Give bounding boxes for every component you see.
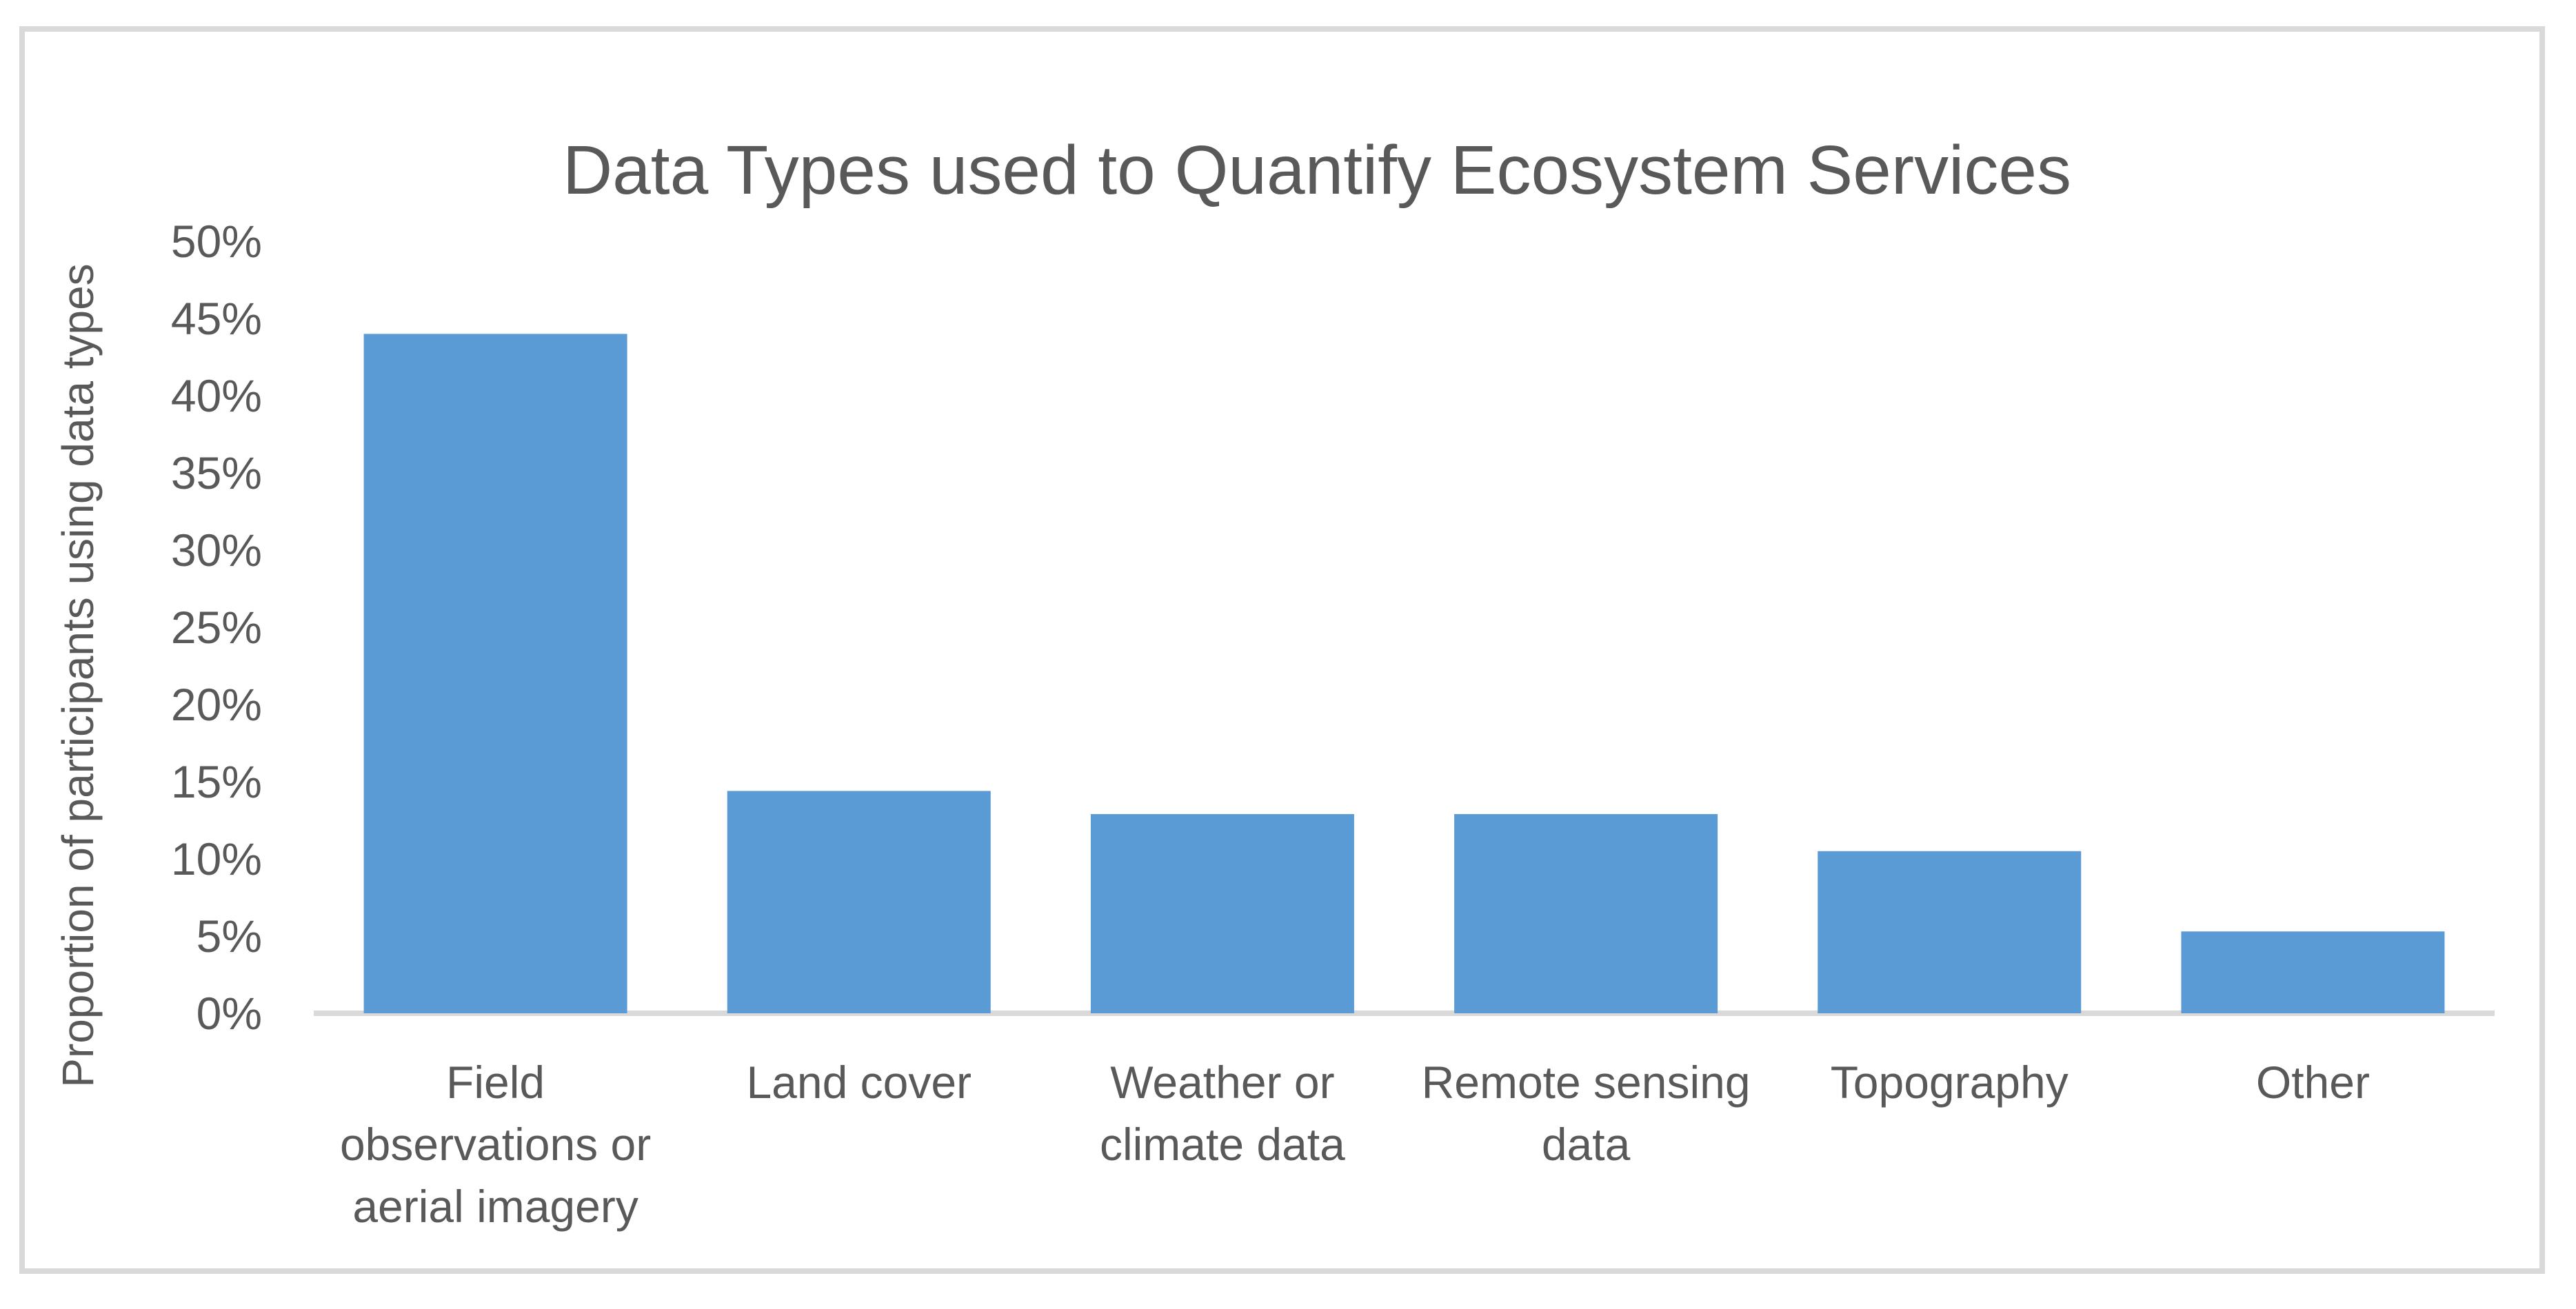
y-tick-label-30: 30% <box>171 525 262 576</box>
x-category-label-field-observations-or-aerial-imagery-line-1: Field <box>446 1057 545 1108</box>
x-category-label-remote-sensing-data-line-2: data <box>1542 1119 1631 1170</box>
y-tick-label-25: 25% <box>171 602 262 653</box>
y-tick-label-35: 35% <box>171 447 262 498</box>
y-tick-label-5: 5% <box>197 911 262 962</box>
y-tick-label-10: 10% <box>171 833 262 884</box>
y-tick-label-20: 20% <box>171 679 262 730</box>
x-category-label-land-cover-line-1: Land cover <box>746 1057 972 1108</box>
x-category-label-weather-or-climate-data-line-1: Weather or <box>1110 1057 1334 1108</box>
y-tick-label-50: 50% <box>171 216 262 267</box>
bar-topography <box>1818 851 2082 1013</box>
y-tick-label-40: 40% <box>171 370 262 421</box>
y-tick-label-45: 45% <box>171 293 262 344</box>
x-category-label-other-line-1: Other <box>2256 1057 2370 1108</box>
bar-weather-or-climate-data <box>1090 814 1354 1013</box>
chart-border <box>19 26 2545 1274</box>
y-tick-label-15: 15% <box>171 756 262 807</box>
x-category-label-field-observations-or-aerial-imagery-line-3: aerial imagery <box>352 1181 638 1232</box>
x-category-label-remote-sensing-data-line-1: Remote sensing <box>1422 1057 1751 1108</box>
x-category-label-weather-or-climate-data-line-2: climate data <box>1100 1119 1345 1170</box>
bar-other <box>2181 931 2445 1013</box>
bar-land-cover <box>727 791 991 1013</box>
bar-field-observations-or-aerial-imagery <box>363 334 627 1013</box>
chart-title: Data Types used to Quantify Ecosystem Se… <box>562 132 2072 209</box>
y-tick-label-0: 0% <box>197 988 262 1039</box>
x-category-label-field-observations-or-aerial-imagery-line-2: observations or <box>340 1119 651 1170</box>
bar-remote-sensing-data <box>1454 814 1718 1013</box>
x-category-label-topography-line-1: Topography <box>1831 1057 2069 1108</box>
